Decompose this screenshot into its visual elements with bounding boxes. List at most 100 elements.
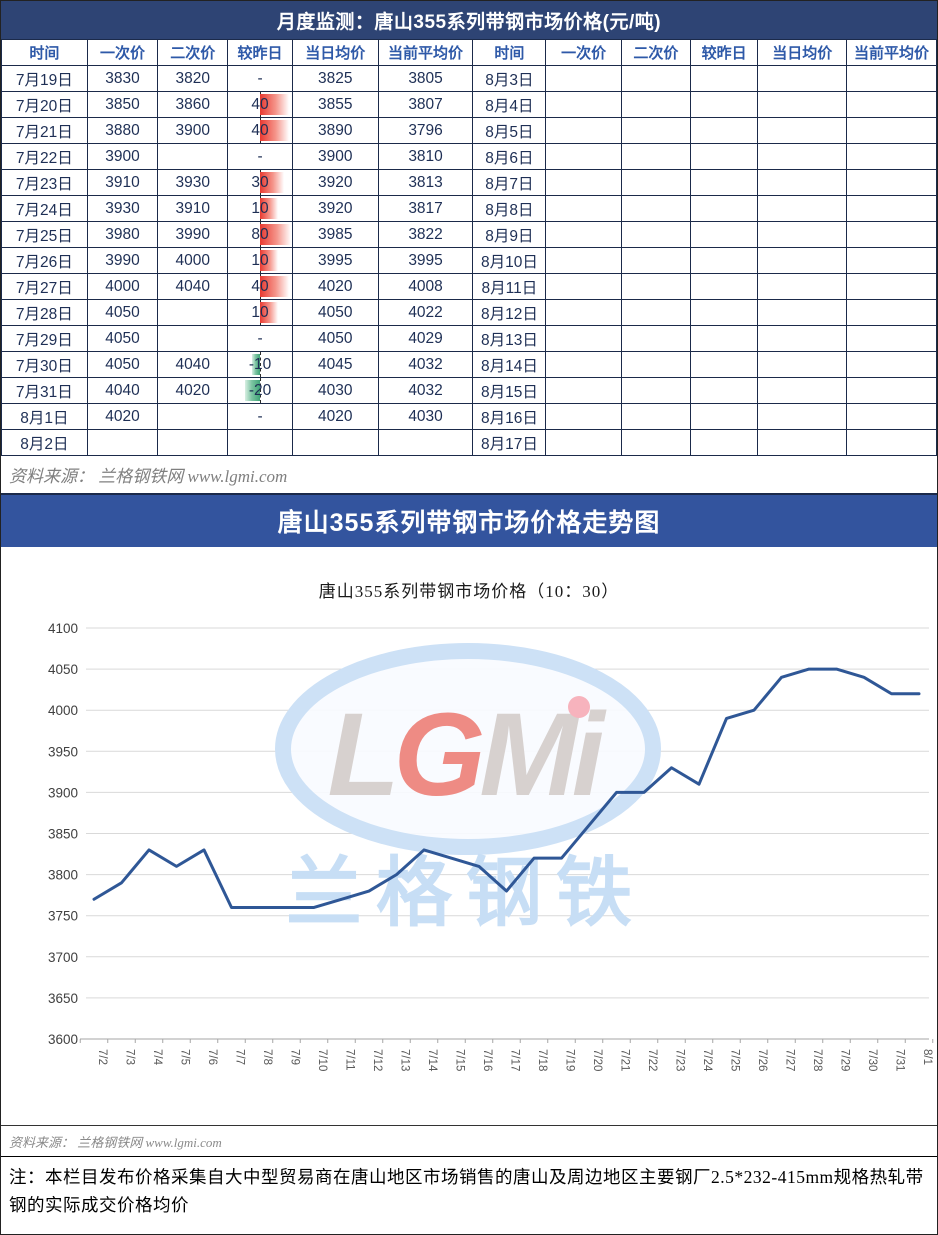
cell-price2: 3990 (157, 221, 229, 248)
cell-period-avg (846, 429, 937, 456)
cell-period-avg: 4022 (377, 299, 474, 326)
cell-price2 (620, 247, 691, 274)
cell-date: 8月10日 (472, 247, 547, 274)
cell-change (227, 429, 293, 456)
cell-date: 8月13日 (472, 325, 547, 352)
column-header: 较昨日 (227, 39, 293, 66)
footnote: 注：本栏目发布价格采集自大中型贸易商在唐山地区市场销售的唐山及周边地区主要钢厂2… (1, 1156, 937, 1234)
svg-text:7/5: 7/5 (179, 1049, 191, 1065)
cell-date: 7月19日 (1, 65, 88, 92)
cell-change (689, 117, 759, 144)
chart-x-labels: 7/2 7/3 7/4 7/5 7/6 7/7 7/8 7/9 7/10 7/11 7/12 7/13… (96, 1049, 933, 1072)
cell-day-avg: 4050 (291, 299, 379, 326)
svg-text:3800: 3800 (48, 868, 78, 883)
cell-period-avg: 3813 (377, 169, 474, 196)
cell-change: - (227, 143, 293, 170)
table-row: 7月30日 4050 4040 -10 4045 4032 (1, 351, 474, 378)
cell-period-avg: 4030 (377, 403, 474, 430)
data-source-row: 资料来源： 兰格钢铁网 www.lgmi.com (1, 456, 937, 493)
cell-day-avg: 4020 (291, 403, 379, 430)
svg-text:7/29: 7/29 (839, 1049, 851, 1071)
cell-change: 10 (227, 195, 293, 222)
price-table-right: 时间 一次价 二次价 较昨日 当日均价 当前平均价 8月3日 8月4日 8月5日 8月6日 8月7… (472, 39, 937, 456)
cell-change (689, 143, 759, 170)
cell-price2 (620, 273, 691, 300)
chart-y-labels: 3600 3650 3700 3750 3800 3850 3900 3950 4000 4050… (48, 621, 78, 1047)
lgmi-watermark: LGMi 兰格钢铁 (275, 643, 661, 936)
svg-text:3750: 3750 (48, 909, 78, 924)
svg-text:7/17: 7/17 (509, 1049, 521, 1071)
cell-price2 (157, 299, 229, 326)
cell-change (689, 403, 759, 430)
report-title: 月度监测：唐山355系列带钢市场价格(元/吨) (276, 11, 662, 33)
cell-price1 (86, 429, 159, 456)
cell-price2 (620, 143, 691, 170)
cell-price1: 4050 (86, 325, 159, 352)
cell-price2 (620, 65, 691, 92)
cell-change: 40 (227, 117, 293, 144)
cell-change (689, 247, 759, 274)
svg-text:7/6: 7/6 (206, 1049, 218, 1065)
cell-period-avg: 3995 (377, 247, 474, 274)
cell-day-avg (757, 299, 848, 326)
cell-price2: 3820 (157, 65, 229, 92)
cell-date: 8月16日 (472, 403, 547, 430)
change-value: 10 (251, 251, 269, 269)
cell-change: - (227, 403, 293, 430)
change-value: -10 (248, 355, 272, 373)
cell-price1: 3930 (86, 195, 159, 222)
svg-text:7/11: 7/11 (344, 1049, 356, 1071)
cell-day-avg (757, 351, 848, 378)
table-row: 7月27日 4000 4040 40 4020 4008 (1, 273, 474, 300)
change-value: 80 (251, 225, 269, 243)
cell-price1 (545, 65, 622, 92)
cell-price1: 3910 (86, 169, 159, 196)
svg-text:7/27: 7/27 (784, 1049, 796, 1071)
svg-text:7/13: 7/13 (399, 1049, 411, 1071)
cell-date: 8月7日 (472, 169, 547, 196)
cell-price1: 4040 (86, 377, 159, 404)
cell-period-avg: 3796 (377, 117, 474, 144)
change-data-bar (260, 224, 292, 245)
change-value: 10 (251, 303, 269, 321)
cell-period-avg (846, 403, 937, 430)
cell-price2 (620, 325, 691, 352)
cell-price1 (545, 221, 622, 248)
cell-price2: 4020 (157, 377, 229, 404)
table-row: 7月29日 4050-4050 4029 (1, 325, 474, 352)
cell-day-avg: 3985 (291, 221, 379, 248)
svg-text:3950: 3950 (48, 744, 78, 759)
cell-period-avg: 4008 (377, 273, 474, 300)
column-header: 一次价 (86, 39, 159, 66)
cell-change (689, 273, 759, 300)
cell-day-avg (757, 195, 848, 222)
cell-change: 10 (227, 247, 293, 274)
cell-price1 (545, 429, 622, 456)
bar-axis-line (260, 352, 262, 377)
table-row: 8月10日 (472, 247, 937, 274)
change-data-bar (260, 198, 279, 219)
cell-period-avg (846, 377, 937, 404)
change-data-bar (260, 172, 285, 193)
cell-price1: 4050 (86, 351, 159, 378)
table-row: 7月20日 3850 3860 40 3855 3807 (1, 91, 474, 118)
watermark-cn-text: 兰格钢铁 (286, 852, 646, 936)
svg-text:4100: 4100 (48, 621, 78, 636)
cell-day-avg (757, 429, 848, 456)
price-table-left: 时间 一次价 二次价 较昨日 当日均价 当前平均价 7月19日 3830 3820-3825 3… (1, 39, 474, 456)
change-value: 40 (251, 121, 269, 139)
cell-price1: 4020 (86, 403, 159, 430)
column-header: 当日均价 (291, 39, 379, 66)
change-data-bar (260, 120, 290, 141)
table-row: 8月4日 (472, 91, 937, 118)
cell-change (689, 91, 759, 118)
cell-day-avg (757, 273, 848, 300)
table-row: 7月23日 3910 3930 30 3920 3813 (1, 169, 474, 196)
cell-change (689, 325, 759, 352)
cell-date: 7月27日 (1, 273, 88, 300)
price-line (92, 667, 921, 909)
cell-price2 (620, 351, 691, 378)
chart-title: 唐山355系列带钢市场价格（10：30） (318, 582, 620, 601)
cell-price2 (157, 143, 229, 170)
